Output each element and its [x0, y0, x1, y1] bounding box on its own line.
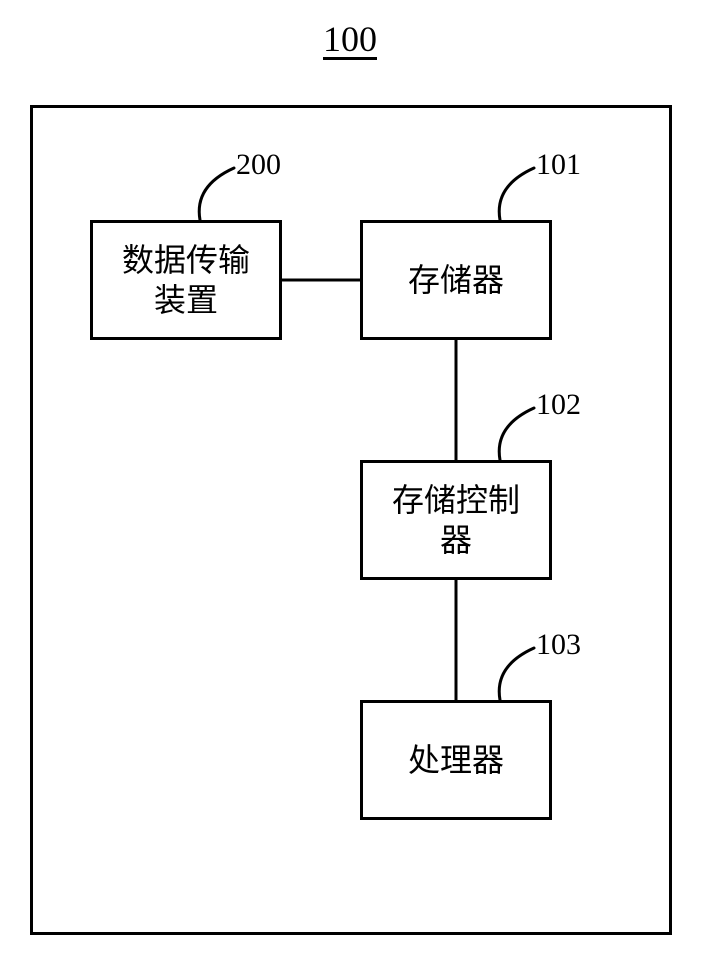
- node-label: 处理器: [408, 740, 504, 780]
- node-label: 存储器: [408, 260, 504, 300]
- callout-label-n103: 103: [536, 628, 581, 662]
- node-n101: 存储器: [360, 220, 552, 340]
- callout-label-n102: 102: [536, 388, 581, 422]
- callout-label-n101: 101: [536, 148, 581, 182]
- diagram-title: 100: [300, 18, 400, 60]
- node-n200: 数据传输 装置: [90, 220, 282, 340]
- node-label: 存储控制 器: [392, 480, 520, 560]
- node-label: 数据传输 装置: [122, 240, 250, 320]
- node-n102: 存储控制 器: [360, 460, 552, 580]
- node-n103: 处理器: [360, 700, 552, 820]
- callout-label-n200: 200: [236, 148, 281, 182]
